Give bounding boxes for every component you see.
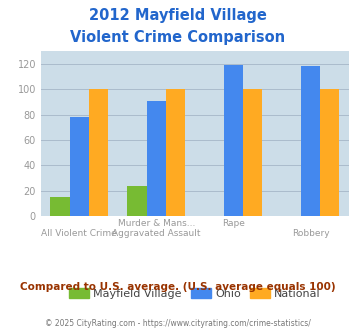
Bar bbox=[301, 66, 320, 216]
Bar bbox=[147, 101, 166, 216]
Bar bbox=[224, 65, 243, 216]
Bar bbox=[166, 89, 185, 216]
Bar bbox=[320, 89, 339, 216]
Bar bbox=[127, 186, 147, 216]
Bar bbox=[50, 197, 70, 216]
Text: 2012 Mayfield Village: 2012 Mayfield Village bbox=[88, 8, 267, 23]
Bar bbox=[89, 89, 108, 216]
Text: All Violent Crime: All Violent Crime bbox=[42, 229, 117, 238]
Text: Violent Crime Comparison: Violent Crime Comparison bbox=[70, 30, 285, 45]
Bar bbox=[70, 117, 89, 216]
Bar bbox=[243, 89, 262, 216]
Text: Aggravated Assault: Aggravated Assault bbox=[112, 229, 201, 238]
Text: Murder & Mans...: Murder & Mans... bbox=[118, 219, 195, 228]
Text: © 2025 CityRating.com - https://www.cityrating.com/crime-statistics/: © 2025 CityRating.com - https://www.city… bbox=[45, 319, 310, 328]
Text: Rape: Rape bbox=[222, 219, 245, 228]
Text: Robbery: Robbery bbox=[292, 229, 329, 238]
Text: Compared to U.S. average. (U.S. average equals 100): Compared to U.S. average. (U.S. average … bbox=[20, 282, 335, 292]
Legend: Mayfield Village, Ohio, National: Mayfield Village, Ohio, National bbox=[66, 284, 324, 302]
